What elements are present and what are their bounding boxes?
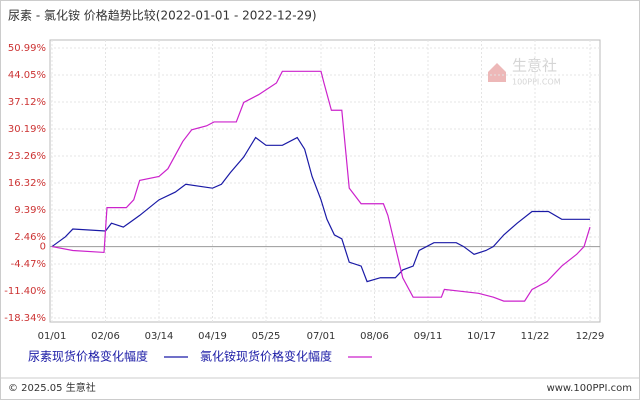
x-tick-label: 02/06 (91, 331, 120, 342)
x-tick-label: 12/29 (576, 331, 605, 342)
x-tick-label: 11/22 (521, 331, 550, 342)
y-tick-label: 9.39% (14, 205, 46, 216)
y-tick-label: 16.32% (8, 178, 46, 189)
watermark-icon (488, 63, 506, 82)
y-tick-label: 2.46% (14, 232, 46, 243)
x-tick-label: 10/17 (467, 331, 496, 342)
y-tick-label: -4.47% (11, 259, 46, 270)
x-tick-label: 09/11 (414, 331, 443, 342)
watermark: 生意社 100PPI.COM (488, 57, 561, 87)
x-tick-label: 04/19 (198, 331, 227, 342)
footer-left: © 2025.05 生意社 (8, 381, 96, 394)
y-tick-label: -11.40% (4, 286, 46, 297)
series-line (51, 70, 591, 302)
legend-label: 氯化铵现货价格变化幅度 (200, 349, 332, 364)
x-tick-label: 03/14 (145, 331, 174, 342)
watermark-sub: 100PPI.COM (512, 78, 561, 87)
y-tick-label: 50.99% (8, 43, 46, 54)
x-tick-label: 01/01 (38, 331, 67, 342)
series-line (51, 136, 590, 283)
x-tick-label: 05/25 (252, 331, 281, 342)
x-tick-label: 08/06 (360, 331, 389, 342)
x-tick-label: 07/01 (307, 331, 336, 342)
y-tick-label: 0 (40, 242, 46, 253)
y-tick-label: 23.26% (8, 151, 46, 162)
y-tick-label: 30.19% (8, 124, 46, 135)
y-tick-label: 37.12% (8, 97, 46, 108)
chart-title: 尿素 - 氯化铵 价格趋势比较(2022-01-01 - 2022-12-29) (8, 8, 317, 23)
y-tick-label: -18.34% (4, 313, 46, 324)
footer-right: www.100PPI.com (547, 383, 632, 394)
legend-label: 尿素现货价格变化幅度 (28, 349, 148, 364)
watermark-text: 生意社 (512, 57, 557, 75)
y-tick-label: 44.05% (8, 70, 46, 81)
